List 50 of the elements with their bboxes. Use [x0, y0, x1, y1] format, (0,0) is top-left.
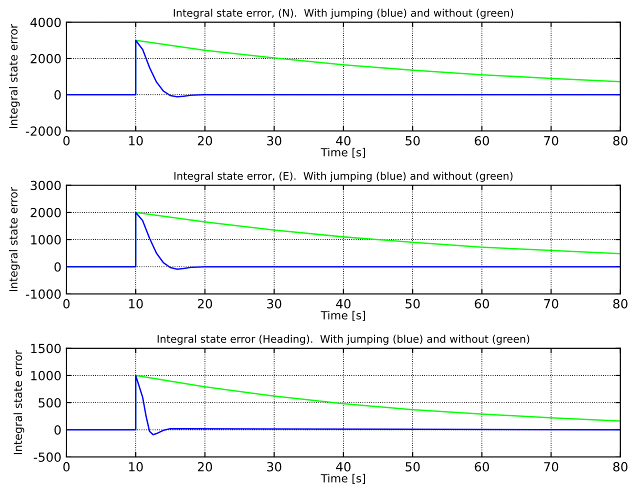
- x-tick-label: 50: [406, 299, 420, 308]
- x-tick-label: 0: [63, 462, 70, 472]
- y-tick-label: -500: [34, 452, 61, 462]
- x-tick-label: 60: [474, 299, 489, 308]
- y-tick-label: 1500: [31, 344, 61, 354]
- x-tick-label: 80: [613, 136, 628, 146]
- y-tick-label: -1000: [26, 289, 61, 299]
- y-axis-title: Integral state error: [13, 350, 24, 454]
- x-tick-label: 60: [474, 136, 489, 146]
- y-tick-label: 1000: [31, 370, 61, 380]
- x-tick-label: 20: [198, 299, 212, 308]
- x-tick-label: 40: [336, 136, 351, 146]
- y-axis-title: Integral state error: [8, 24, 20, 128]
- y-tick-label: 0: [54, 425, 61, 435]
- x-tick-label: 20: [198, 462, 212, 472]
- x-tick-label: 80: [613, 299, 628, 308]
- y-tick-label: 3000: [30, 180, 61, 190]
- x-axis-title: Time [s]: [320, 148, 366, 158]
- y-tick-label: 2000: [30, 54, 61, 64]
- x-tick-label: 10: [129, 299, 143, 308]
- x-tick-label: 50: [406, 462, 420, 472]
- x-tick-label: 80: [613, 462, 628, 472]
- x-tick-label: 70: [544, 462, 558, 472]
- x-tick-label: 10: [129, 462, 143, 472]
- y-tick-label: 4000: [30, 18, 61, 28]
- x-axis-title: Time [s]: [320, 474, 366, 484]
- y-tick-label: 2000: [30, 208, 61, 218]
- x-tick-label: 30: [267, 299, 282, 308]
- x-tick-label: 0: [63, 136, 70, 146]
- y-tick-label: 1000: [31, 235, 61, 245]
- x-tick-label: 40: [336, 462, 351, 472]
- x-tick-label: 70: [544, 299, 558, 308]
- x-tick-label: 40: [336, 299, 351, 308]
- chart-title: Integral state error (Heading). With jumping (blue) and without (green): [158, 334, 530, 345]
- chart-title: Integral state error, (E). With jumping (blue) and without (green): [174, 172, 513, 182]
- y-tick-label: -2000: [26, 126, 61, 136]
- y-tick-label: 500: [38, 398, 61, 408]
- x-tick-label: 20: [198, 136, 212, 146]
- chart-title: Integral state error, (N). With jumping (blue) and without (green): [174, 8, 514, 19]
- y-tick-label: 0: [54, 262, 61, 272]
- x-tick-label: 30: [267, 136, 282, 146]
- x-tick-label: 50: [406, 136, 420, 146]
- x-tick-label: 10: [129, 136, 143, 146]
- y-tick-label: 0: [54, 90, 61, 100]
- x-tick-label: 0: [63, 299, 70, 308]
- x-axis-title: Time [s]: [320, 310, 366, 321]
- x-tick-label: 60: [474, 462, 489, 472]
- x-tick-label: 70: [544, 136, 558, 146]
- y-axis-title: Integral state error: [8, 187, 20, 292]
- x-tick-label: 30: [267, 462, 282, 472]
